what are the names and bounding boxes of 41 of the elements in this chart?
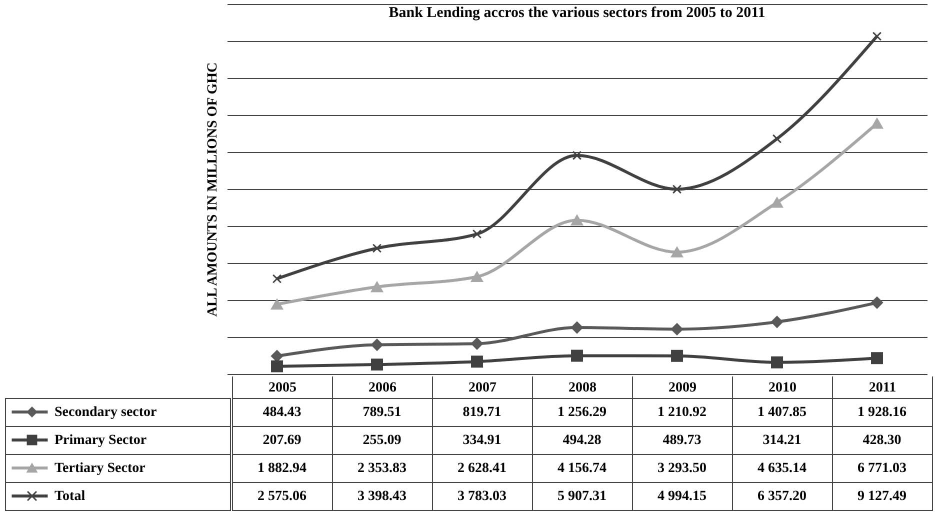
legend-label: Total [54, 489, 86, 504]
data-label: 1 407.85 [758, 405, 806, 420]
data-label: 334.91 [462, 433, 502, 448]
data-label: 428.30 [862, 433, 902, 448]
data-label: 489.73 [662, 433, 702, 448]
legend-label: Secondary sector [54, 405, 157, 420]
legend-label: Tertiary Sector [54, 461, 146, 476]
data-label: 207.69 [262, 433, 302, 448]
data-label: 255.09 [362, 433, 402, 448]
x-tick-label: 2007 [468, 380, 496, 396]
data-label: 4 156.74 [558, 461, 606, 476]
data-label: 494.28 [562, 433, 602, 448]
data-label: 1 210.92 [658, 405, 706, 420]
data-label: 2 353.83 [358, 461, 406, 476]
data-label: 1 256.29 [558, 405, 606, 420]
x-tick-label: 2009 [668, 380, 696, 396]
data-label: 4 994.15 [658, 489, 706, 504]
data-label: 5 907.31 [558, 489, 606, 504]
data-label: 3 783.03 [458, 489, 506, 504]
x-tick-label: 2006 [368, 380, 396, 396]
data-label: 3 293.50 [658, 461, 706, 476]
x-tick-label: 2008 [568, 380, 596, 396]
y-axis-title: ALL AMOUNTS IN MILLIONS OF GHC [206, 62, 220, 317]
data-label: 6 771.03 [858, 461, 906, 476]
data-label: 2 575.06 [258, 489, 306, 504]
legend-label: Primary Sector [54, 433, 147, 448]
data-label: 819.71 [462, 405, 502, 420]
data-label: 3 398.43 [358, 489, 406, 504]
data-label: 4 635.14 [758, 461, 806, 476]
x-tick-label: 2010 [768, 380, 796, 396]
data-label: 1 928.16 [858, 405, 906, 420]
x-tick-label: 2005 [268, 380, 296, 396]
data-label: 314.21 [762, 433, 802, 448]
data-label: 789.51 [362, 405, 402, 420]
x-tick-label: 2011 [868, 380, 896, 396]
data-label: 2 628.41 [458, 461, 506, 476]
data-label: 484.43 [262, 405, 302, 420]
chart-title: Bank Lending accros the various sectors from 2005 to 2011 [388, 5, 766, 21]
data-label: 9 127.49 [858, 489, 906, 504]
data-label: 6 357.20 [758, 489, 806, 504]
data-label: 1 882.94 [258, 461, 306, 476]
